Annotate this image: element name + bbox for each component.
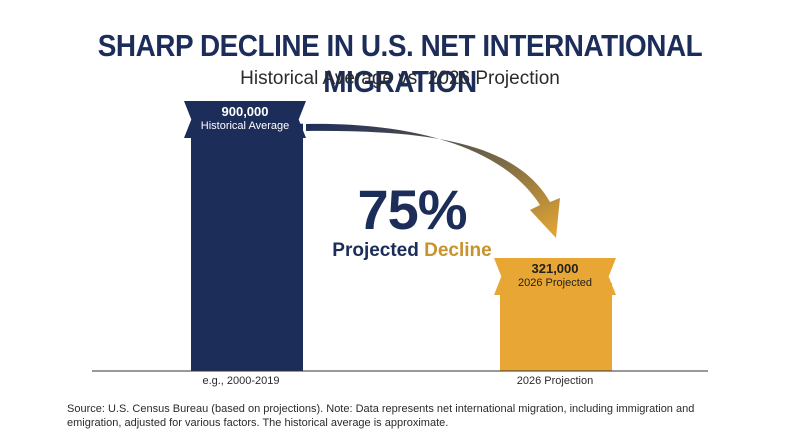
decline-caption-part1: Projected — [332, 240, 419, 261]
decline-caption-part2: Decline — [424, 240, 492, 261]
chart-subtitle: Historical Average vs. 2026 Projection — [240, 68, 560, 89]
bar-projected — [500, 282, 612, 371]
decline-caption: Projected Decline — [312, 240, 512, 262]
value-label-projected: 321,000 — [531, 261, 579, 276]
decline-percent: 75% — [357, 178, 467, 241]
bar-label-historical: 900,000 Historical Average — [184, 101, 306, 138]
source-note: Source: U.S. Census Bureau (based on pro… — [67, 403, 695, 429]
x-tick-projection: 2026 Projection — [516, 375, 594, 387]
category-label-projected: 2026 Projected — [518, 277, 592, 289]
value-label-historical: 900,000 — [221, 104, 269, 119]
x-tick-historical: e.g., 2000-2019 — [202, 375, 280, 387]
category-label-historical: Historical Average — [200, 120, 290, 132]
bar-label-projected: 321,000 2026 Projected — [494, 258, 616, 295]
chart-title: SHARP DECLINE IN U.S. NET INTERNATIONAL … — [97, 28, 703, 99]
bar-historical — [191, 123, 303, 371]
